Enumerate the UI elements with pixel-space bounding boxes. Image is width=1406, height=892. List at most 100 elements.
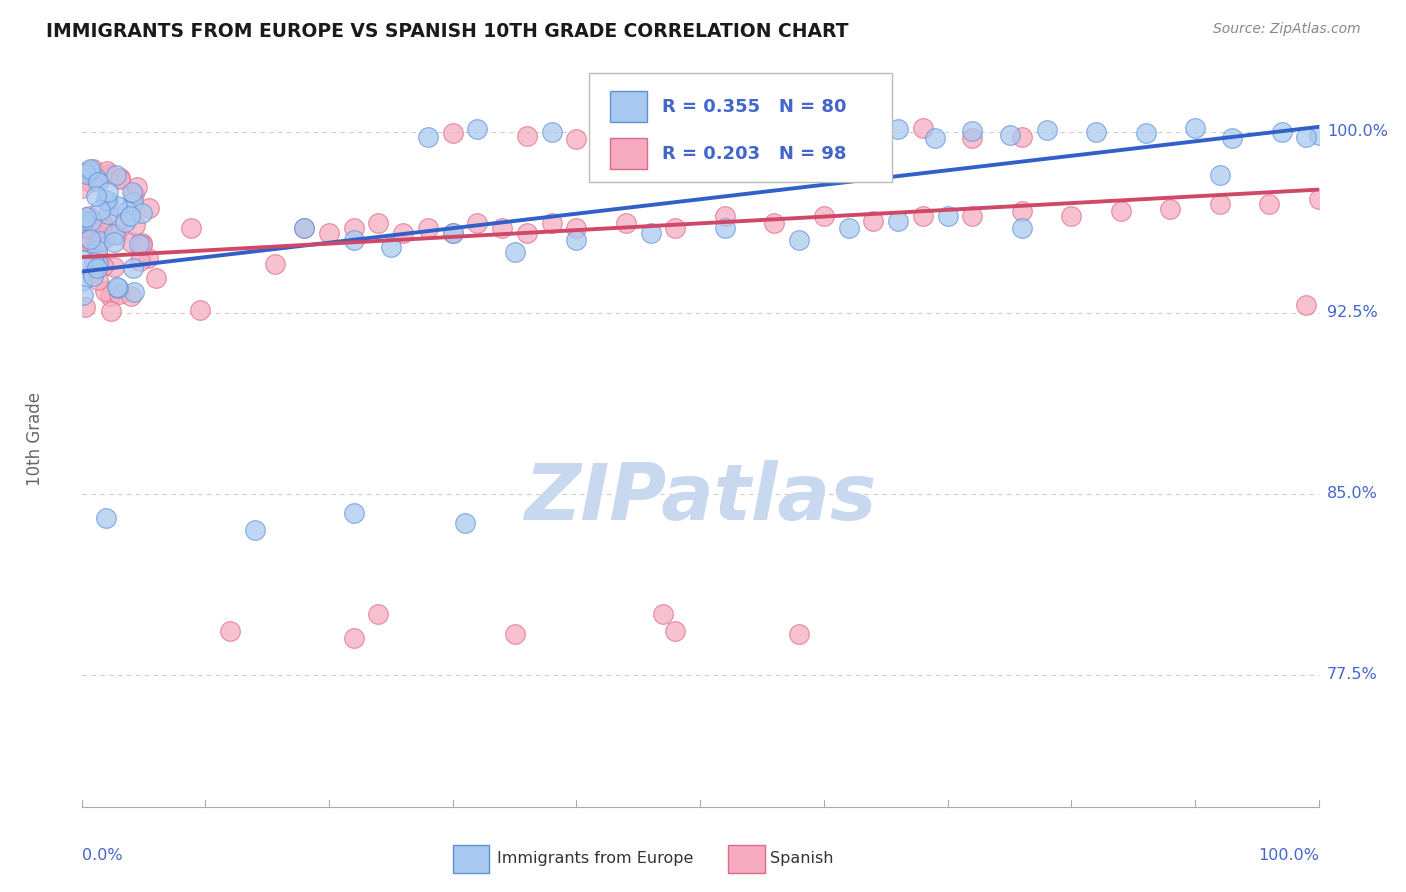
Point <box>83 255 105 269</box>
Point <box>813 123 835 137</box>
Point <box>77 221 100 235</box>
Point <box>1135 127 1157 141</box>
Point <box>122 261 145 276</box>
Point <box>117 204 139 219</box>
Point <box>503 245 526 260</box>
Point <box>75 210 97 224</box>
Point <box>219 624 242 639</box>
Point <box>1209 168 1232 182</box>
Text: R = 0.355   N = 80: R = 0.355 N = 80 <box>662 98 846 116</box>
Point <box>343 506 366 520</box>
Point <box>79 175 101 189</box>
Point <box>1011 204 1033 219</box>
Point <box>87 273 110 287</box>
Point <box>72 252 94 267</box>
Point <box>86 243 108 257</box>
Point <box>80 266 103 280</box>
Point <box>664 123 686 137</box>
Point <box>1271 125 1294 139</box>
Point <box>714 128 737 143</box>
Point <box>441 126 464 140</box>
Point <box>93 231 115 245</box>
Point <box>714 209 737 223</box>
Point <box>131 238 153 252</box>
Point <box>838 221 860 235</box>
Point <box>103 227 125 241</box>
Point <box>120 289 142 303</box>
Point <box>1258 197 1281 211</box>
Point <box>89 234 111 248</box>
Point <box>84 171 107 186</box>
Point <box>849 121 872 136</box>
Point <box>1184 121 1206 136</box>
Point <box>82 268 104 283</box>
Point <box>689 124 711 138</box>
Point <box>813 127 835 141</box>
Point <box>962 209 984 223</box>
Point <box>103 260 125 274</box>
Point <box>416 130 439 145</box>
Text: Source: ZipAtlas.com: Source: ZipAtlas.com <box>1213 22 1361 37</box>
Text: 77.5%: 77.5% <box>1327 667 1378 682</box>
Point <box>79 164 101 178</box>
Point <box>998 128 1021 143</box>
Bar <box>453 846 489 872</box>
Point <box>138 201 160 215</box>
Point <box>94 284 117 298</box>
Point <box>77 209 100 223</box>
Point <box>120 209 142 223</box>
Point <box>1085 125 1108 139</box>
Point <box>131 206 153 220</box>
Text: R = 0.203   N = 98: R = 0.203 N = 98 <box>662 145 846 162</box>
Point <box>98 289 121 303</box>
Point <box>380 240 402 254</box>
Point <box>1220 131 1243 145</box>
Point <box>124 218 146 232</box>
Point <box>90 221 112 235</box>
Point <box>565 221 588 235</box>
Point <box>763 121 786 136</box>
Point <box>1308 192 1330 206</box>
Text: Spanish: Spanish <box>770 852 834 866</box>
Point <box>392 226 415 240</box>
Point <box>89 202 111 217</box>
Point <box>516 129 538 144</box>
Point <box>75 167 97 181</box>
Point <box>640 126 662 140</box>
Point <box>114 215 136 229</box>
Point <box>72 288 94 302</box>
Point <box>962 131 984 145</box>
Point <box>98 167 121 181</box>
Point <box>1295 298 1317 312</box>
Point <box>664 624 686 639</box>
Point <box>72 274 94 288</box>
Point <box>180 221 202 235</box>
Point <box>122 285 145 300</box>
Point <box>343 221 366 235</box>
Point <box>787 626 810 640</box>
Point <box>86 236 108 251</box>
Bar <box>728 846 765 872</box>
Point <box>105 279 128 293</box>
Point <box>93 259 115 273</box>
Point <box>121 185 143 199</box>
Point <box>887 121 910 136</box>
FancyBboxPatch shape <box>589 73 891 182</box>
Point <box>540 125 562 139</box>
Point <box>131 236 153 251</box>
Point <box>491 221 513 235</box>
Point <box>104 227 127 242</box>
Point <box>72 213 94 227</box>
Point <box>125 179 148 194</box>
Point <box>787 233 810 247</box>
Point <box>82 162 104 177</box>
Text: 10th Grade: 10th Grade <box>25 392 44 486</box>
Point <box>1011 129 1033 144</box>
Point <box>565 131 588 145</box>
Point <box>714 221 737 235</box>
Point <box>107 281 129 295</box>
Point <box>108 287 131 301</box>
Point <box>97 194 120 208</box>
Point <box>80 214 103 228</box>
Text: IMMIGRANTS FROM EUROPE VS SPANISH 10TH GRADE CORRELATION CHART: IMMIGRANTS FROM EUROPE VS SPANISH 10TH G… <box>46 22 849 41</box>
